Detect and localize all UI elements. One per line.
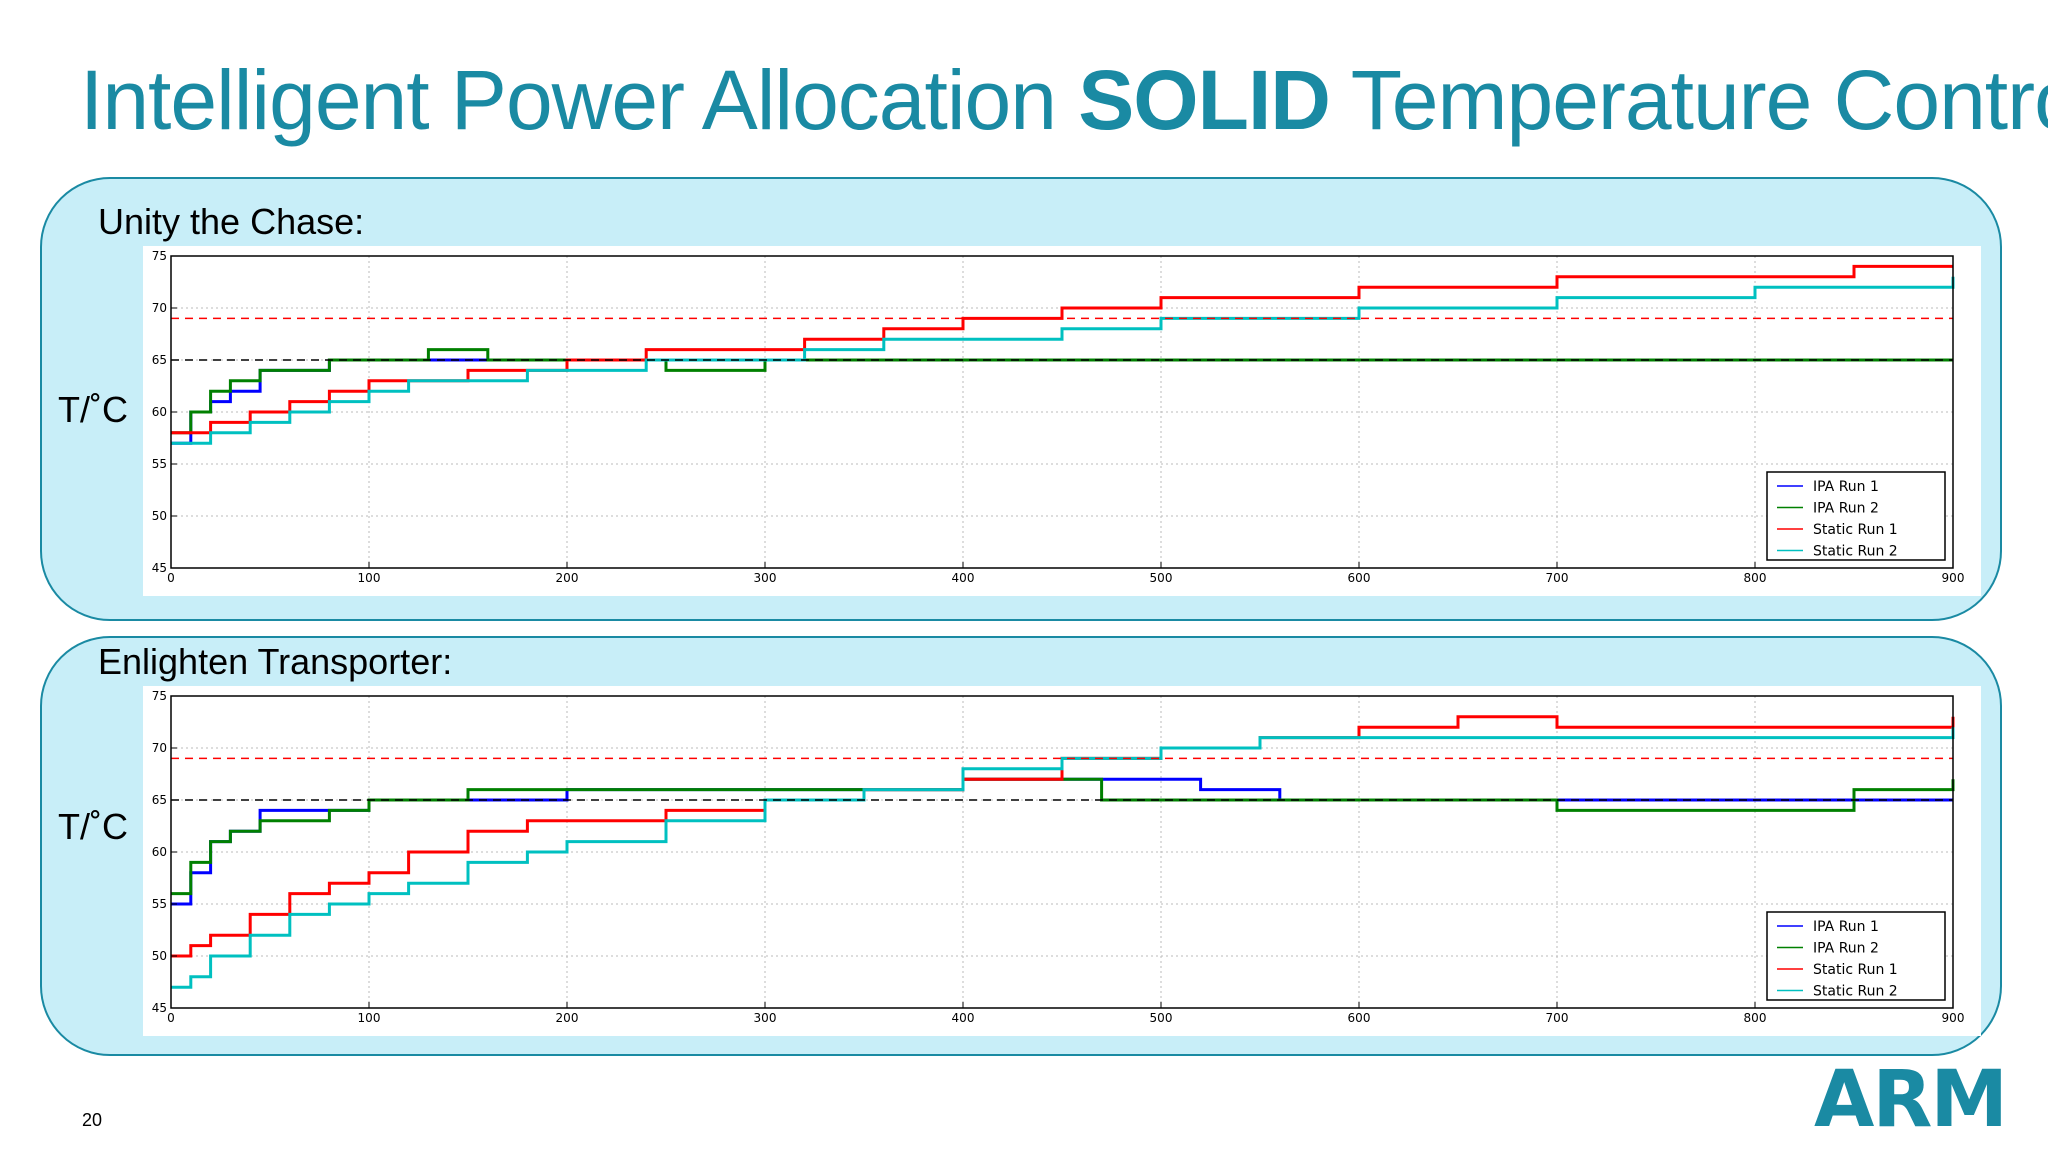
y-tick-label: 70 [152, 741, 167, 755]
y-tick-label: 70 [152, 301, 167, 315]
legend: IPA Run 1 IPA Run 2 Static Run 1 Static Run… [1766, 911, 1946, 1001]
x-tick-label: 100 [358, 571, 381, 585]
legend: IPA Run 1 IPA Run 2 Static Run 1 Static Run… [1766, 471, 1946, 561]
title-bold: SOLID [1078, 53, 1331, 147]
x-tick-label: 600 [1348, 571, 1371, 585]
panel-title: Enlighten Transporter: [98, 641, 453, 682]
page-number: 20 [82, 1110, 103, 1130]
chart-unity: 0 100 200 300 400 500 600 700 800 900 45 50 55 60 65 70… [143, 246, 1981, 596]
x-tick-label: 500 [1150, 571, 1173, 585]
arm-logo: ARM [1814, 1060, 2008, 1132]
series-line-ipa-run-2 [171, 777, 1955, 896]
y-tick-label: 60 [152, 405, 167, 419]
y-tick-label: 75 [152, 249, 167, 263]
series-line-static-run-2 [171, 727, 1955, 989]
slide-title: Intelligent Power Allocation SOLID Tempe… [80, 58, 2048, 142]
legend-label: IPA Run 1 [1813, 919, 1879, 935]
y-tick-label: 45 [152, 561, 167, 575]
x-tick-label: 0 [167, 571, 175, 585]
x-tick-label: 800 [1744, 1011, 1767, 1025]
y-tick-label: 65 [152, 793, 167, 807]
x-tick-label: 300 [754, 571, 777, 585]
x-tick-label: 600 [1348, 1011, 1371, 1025]
chart-background [143, 246, 1981, 596]
x-tick-label: 700 [1546, 1011, 1569, 1025]
y-tick-label: 65 [152, 353, 167, 367]
x-tick-label: 400 [952, 571, 975, 585]
legend-label: Static Run 1 [1813, 522, 1898, 538]
legend-label: IPA Run 2 [1813, 501, 1879, 517]
x-tick-label: 700 [1546, 571, 1569, 585]
y-axis-label: T/˚C [58, 389, 128, 430]
x-tick-label: 100 [358, 1011, 381, 1025]
chart-panel-unity: Unity the Chase: T/˚C 0 100 200 300 400 500 60… [40, 177, 2002, 621]
chart-background [143, 686, 1981, 1036]
y-tick-label: 55 [152, 897, 167, 911]
x-tick-label: 900 [1942, 1011, 1965, 1025]
legend-label: Static Run 1 [1813, 962, 1898, 978]
chart-panel-enlighten: Enlighten Transporter: T/˚C 0 100 200 300 40… [40, 636, 2002, 1056]
x-tick-label: 200 [556, 571, 579, 585]
y-axis-label: T/˚C [58, 806, 128, 847]
legend-label: IPA Run 1 [1813, 479, 1879, 495]
legend-label: IPA Run 2 [1813, 941, 1879, 957]
x-tick-label: 500 [1150, 1011, 1173, 1025]
title-part-2: Temperature Control [1329, 53, 2048, 147]
legend-label: Static Run 2 [1813, 544, 1898, 560]
x-tick-label: 0 [167, 1011, 175, 1025]
title-part-1: Intelligent Power Allocation [80, 53, 1079, 147]
x-tick-label: 400 [952, 1011, 975, 1025]
logo-text: ARM [1814, 1060, 2006, 1132]
x-tick-label: 300 [754, 1011, 777, 1025]
x-tick-label: 900 [1942, 571, 1965, 585]
chart-enlighten: 0 100 200 300 400 500 600 700 800 900 45 50 55 60 65 70… [143, 686, 1981, 1036]
y-tick-label: 50 [152, 509, 167, 523]
y-tick-label: 50 [152, 949, 167, 963]
y-tick-label: 75 [152, 689, 167, 703]
y-tick-label: 45 [152, 1001, 167, 1015]
legend-label: Static Run 2 [1813, 984, 1898, 1000]
x-tick-label: 800 [1744, 571, 1767, 585]
y-tick-label: 60 [152, 845, 167, 859]
y-tick-label: 55 [152, 457, 167, 471]
panel-title: Unity the Chase: [98, 201, 365, 242]
x-tick-label: 200 [556, 1011, 579, 1025]
